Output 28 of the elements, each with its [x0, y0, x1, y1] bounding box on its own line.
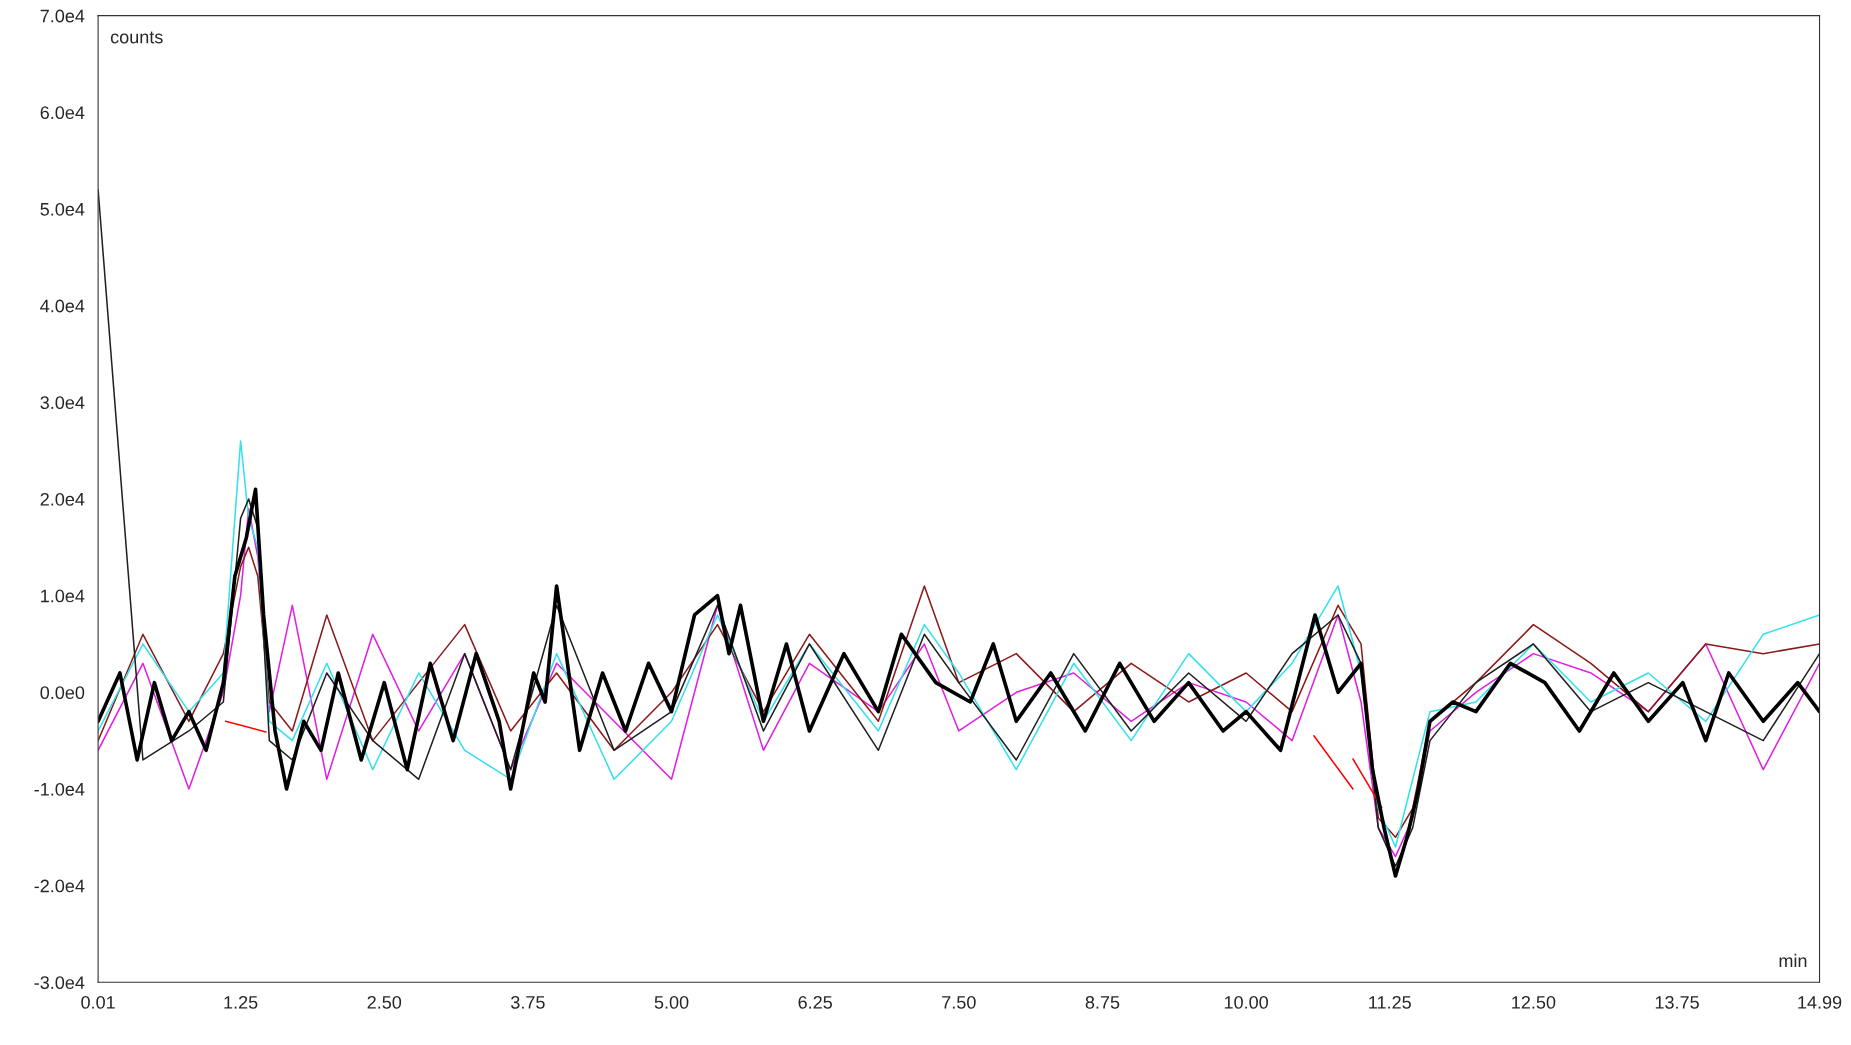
x-tick-label: 14.99 — [1798, 995, 1842, 1009]
x-tick-label: 10.00 — [1224, 995, 1268, 1009]
y-tick-label: 5.0e4 — [40, 202, 85, 216]
y-tick-label: 1.0e4 — [41, 589, 85, 603]
x-tick-label: 6.25 — [798, 995, 832, 1009]
y-tick-label: 0.0e0 — [40, 686, 85, 700]
y-tick-label: 7.0e4 — [40, 9, 85, 23]
y-tick-label: -1.0e4 — [34, 782, 85, 796]
line-series — [98, 440, 1820, 848]
x-tick-label: 13.75 — [1655, 995, 1699, 1009]
x-tick-label: 12.50 — [1512, 995, 1556, 1009]
x-tick-label: 5.00 — [654, 995, 689, 1009]
x-tick-label: 1.25 — [224, 995, 258, 1009]
x-tick-label: 2.50 — [367, 995, 402, 1009]
y-tick-label: 2.0e4 — [40, 492, 85, 506]
y-tick-label: 4.0e4 — [40, 299, 85, 313]
x-tick-label: 0.01 — [81, 995, 115, 1009]
y-tick-label: -2.0e4 — [34, 879, 85, 893]
x-tick-label: 7.50 — [942, 995, 976, 1009]
y-axis-title: counts — [110, 31, 163, 44]
x-tick-label: 11.25 — [1369, 995, 1411, 1009]
x-axis-title: min — [1779, 953, 1807, 967]
line-series — [98, 546, 1820, 839]
y-tick-label: -3.0e4 — [34, 976, 85, 990]
x-tick-label: 3.75 — [511, 995, 545, 1009]
y-tick-label: 3.0e4 — [40, 396, 85, 410]
y-tick-label: 6.0e4 — [40, 106, 85, 120]
x-tick-label: 8.75 — [1085, 995, 1120, 1009]
